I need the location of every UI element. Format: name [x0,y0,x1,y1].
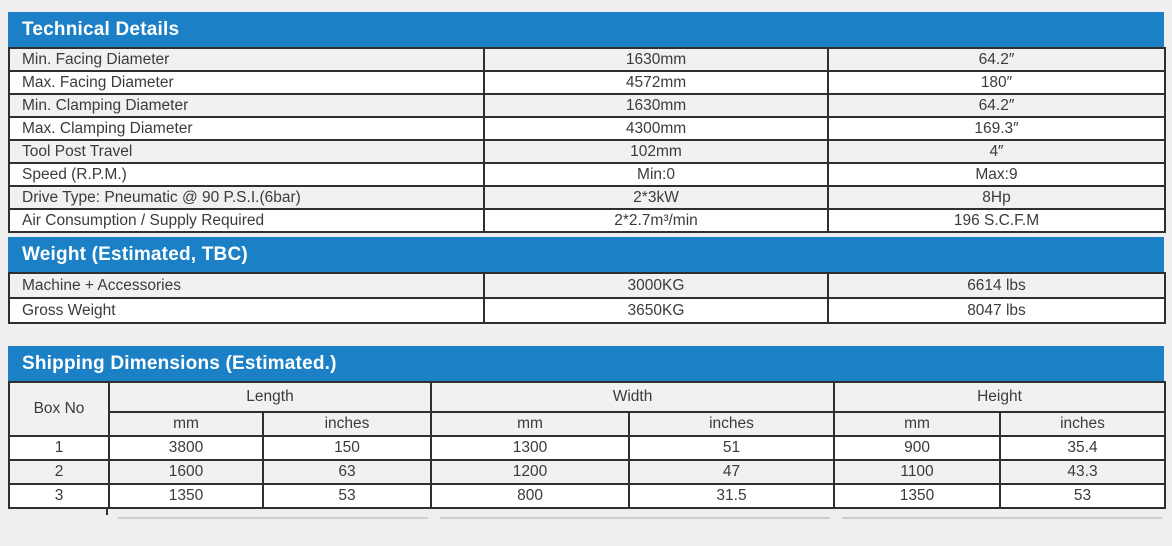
height-mm: 1100 [833,459,1002,485]
spec-label: Min. Clamping Diameter [8,93,485,118]
spec-metric-value: 102mm [483,139,829,164]
spec-imperial-value: 6614 lbs [827,272,1166,299]
width-mm: 1300 [430,435,631,461]
unit-header-inches: inches [999,411,1167,437]
spec-metric-value: 1630mm [483,93,829,118]
divider [106,509,108,515]
divider [440,517,830,519]
length-mm: 3800 [108,435,264,461]
spec-label: Gross Weight [8,297,485,324]
table-header-row: Box No Length Width Height [8,381,1167,437]
table-row: 3 1350 53 800 31.5 1350 53 [8,483,1167,509]
width-mm: 800 [430,483,631,509]
spec-metric-value: 3650KG [483,297,829,324]
table-row: Max. Clamping Diameter 4300mm 169.3″ [8,116,1166,141]
shipping-dimensions-title: Shipping Dimensions (Estimated.) [22,353,337,374]
height-inches: 43.3 [999,459,1167,485]
height-inches: 53 [999,483,1167,509]
spec-sheet: Technical Details Min. Facing Diameter 1… [8,0,1167,521]
height-inches: 35.4 [999,435,1167,461]
length-mm: 1350 [108,483,264,509]
spec-label: Air Consumption / Supply Required [8,208,485,233]
unit-header-inches: inches [261,411,433,437]
unit-header-mm: mm [108,411,264,437]
table-row: Drive Type: Pneumatic @ 90 P.S.I.(6bar) … [8,185,1166,210]
box-number: 1 [8,435,110,461]
spec-label: Drive Type: Pneumatic @ 90 P.S.I.(6bar) [8,185,485,210]
height-mm: 1350 [833,483,1002,509]
table-header-row: mm inches mm inches mm inches [9,411,1167,437]
spec-imperial-value: 180″ [827,70,1166,95]
technical-details-table: Min. Facing Diameter 1630mm 64.2″ Max. F… [8,47,1166,233]
table-row: Max. Facing Diameter 4572mm 180″ [8,70,1166,95]
spec-imperial-value: 169.3″ [827,116,1166,141]
unit-header-mm: mm [833,411,1002,437]
column-header-width: Width [430,381,836,413]
width-inches: 51 [628,435,836,461]
shipping-dimensions-table: Box No Length Width Height mm inches mm … [8,381,1167,509]
spec-metric-value: 2*3kW [483,185,829,210]
spec-metric-value: 4300mm [483,116,829,141]
spec-metric-value: 3000KG [483,272,829,299]
table-row: Tool Post Travel 102mm 4″ [8,139,1166,164]
divider [118,517,428,519]
spec-metric-value: 4572mm [483,70,829,95]
width-inches: 31.5 [628,483,836,509]
technical-details-title: Technical Details [22,19,180,40]
spec-imperial-value: Max:9 [827,162,1166,187]
spec-metric-value: 2*2.7m³/min [483,208,829,233]
table-row: Min. Facing Diameter 1630mm 64.2″ [8,47,1166,72]
spec-metric-value: Min:0 [483,162,829,187]
width-mm: 1200 [430,459,631,485]
weight-header: Weight (Estimated, TBC) [8,237,1164,272]
length-mm: 1600 [108,459,264,485]
spec-label: Max. Facing Diameter [8,70,485,95]
width-inches: 47 [628,459,836,485]
spec-imperial-value: 8047 lbs [827,297,1166,324]
height-mm: 900 [833,435,1002,461]
column-header-length: Length [107,381,433,413]
cutoff-next-row [8,509,1164,521]
column-header-box-no: Box No [8,381,110,437]
table-row: 2 1600 63 1200 47 1100 43.3 [8,459,1167,485]
spec-label: Speed (R.P.M.) [8,162,485,187]
spec-imperial-value: 64.2″ [827,47,1166,72]
table-row: Air Consumption / Supply Required 2*2.7m… [8,208,1166,233]
length-inches: 63 [261,459,433,485]
shipping-dimensions-header: Shipping Dimensions (Estimated.) [8,346,1164,381]
spec-metric-value: 1630mm [483,47,829,72]
divider [842,517,1162,519]
box-number: 2 [8,459,110,485]
spec-imperial-value: 4″ [827,139,1166,164]
spec-label: Tool Post Travel [8,139,485,164]
spec-label: Max. Clamping Diameter [8,116,485,141]
table-row: Min. Clamping Diameter 1630mm 64.2″ [8,93,1166,118]
spec-imperial-value: 64.2″ [827,93,1166,118]
table-row: Gross Weight 3650KG 8047 lbs [8,297,1166,324]
length-inches: 150 [261,435,433,461]
spec-label: Min. Facing Diameter [8,47,485,72]
technical-details-header: Technical Details [8,12,1164,47]
spec-imperial-value: 8Hp [827,185,1166,210]
spec-imperial-value: 196 S.C.F.M [827,208,1166,233]
table-row: 1 3800 150 1300 51 900 35.4 [8,435,1167,461]
weight-table: Machine + Accessories 3000KG 6614 lbs Gr… [8,272,1166,324]
weight-title: Weight (Estimated, TBC) [22,244,248,265]
spec-label: Machine + Accessories [8,272,485,299]
unit-header-mm: mm [430,411,631,437]
box-number: 3 [8,483,110,509]
table-row: Speed (R.P.M.) Min:0 Max:9 [8,162,1166,187]
table-row: Machine + Accessories 3000KG 6614 lbs [8,272,1166,299]
length-inches: 53 [261,483,433,509]
unit-header-inches: inches [628,411,836,437]
column-header-height: Height [833,381,1167,413]
